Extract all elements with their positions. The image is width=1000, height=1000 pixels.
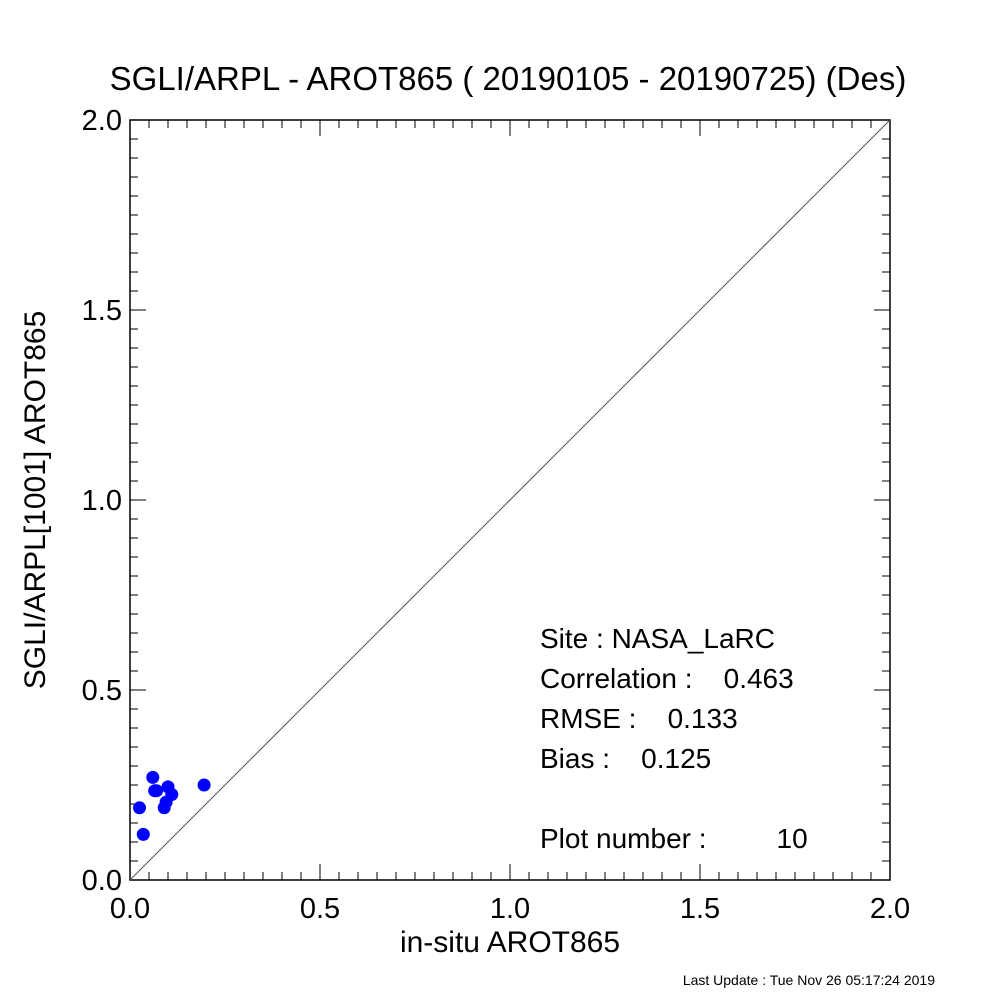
stats-box: Site : NASA_LaRC Correlation : 0.463 RMS… [540,623,808,854]
x-tick-label: 1.0 [490,893,530,925]
x-tick-label: 0.0 [110,893,150,925]
x-tick-label: 2.0 [870,893,910,925]
stat-bias: Bias : 0.125 [540,743,711,774]
chart-title: SGLI/ARPL - AROT865 ( 20190105 - 2019072… [110,60,907,97]
x-tick-label: 0.5 [300,893,340,925]
scatter-point [146,770,160,784]
scatter-point [133,801,146,815]
data-points [133,770,211,841]
last-update-footer: Last Update : Tue Nov 26 05:17:24 2019 [683,972,935,988]
stat-site: Site : NASA_LaRC [540,623,775,654]
scatter-point [150,784,164,798]
y-tick-label: 0.0 [82,865,122,897]
y-tick-label: 0.5 [82,675,122,707]
x-tick-label: 1.5 [680,893,720,925]
scatter-point [165,788,179,801]
y-tick-label: 1.0 [82,485,122,517]
stat-correlation: Correlation : 0.463 [540,663,794,694]
y-axis-tick-labels: 0.0 0.5 1.0 1.5 2.0 [82,105,122,897]
scatter-point [197,778,211,792]
stat-rmse: RMSE : 0.133 [540,703,738,734]
y-tick-label: 2.0 [82,105,122,137]
scatter-point [136,827,150,841]
stat-plot-number: Plot number : 10 [540,823,808,854]
x-axis-label: in-situ AROT865 [400,926,620,959]
x-axis-tick-labels: 0.0 0.5 1.0 1.5 2.0 [110,893,910,925]
axis-minor-ticks [129,119,891,881]
y-tick-label: 1.5 [82,295,122,327]
one-to-one-line [129,119,891,881]
y-axis-label: SGLI/ARPL[1001] AROT865 [19,311,52,690]
